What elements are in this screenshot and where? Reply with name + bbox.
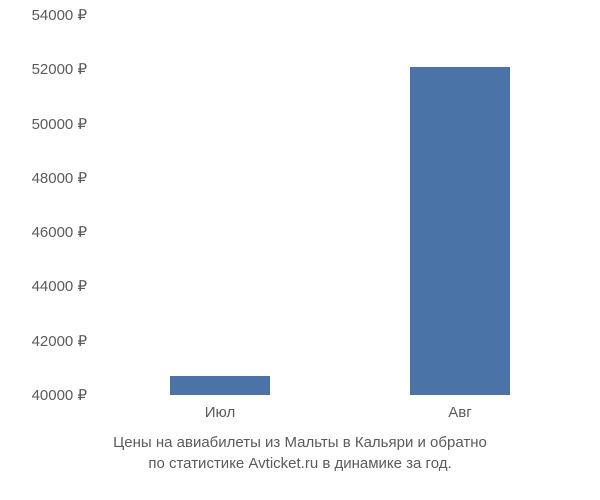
y-tick-label: 54000 ₽ bbox=[32, 6, 87, 24]
y-tick-label: 44000 ₽ bbox=[32, 277, 87, 295]
caption-line-2: по статистике Avticket.ru в динамике за … bbox=[0, 453, 600, 474]
caption-line-1: Цены на авиабилеты из Мальты в Кальяри и… bbox=[0, 432, 600, 453]
y-tick-label: 50000 ₽ bbox=[32, 115, 87, 133]
y-tick-label: 40000 ₽ bbox=[32, 386, 87, 404]
y-tick-label: 42000 ₽ bbox=[32, 332, 87, 350]
plot-area bbox=[100, 15, 580, 395]
y-axis: 40000 ₽42000 ₽44000 ₽46000 ₽48000 ₽50000… bbox=[0, 15, 95, 395]
bar bbox=[170, 376, 271, 395]
bar bbox=[410, 67, 511, 395]
y-tick-label: 46000 ₽ bbox=[32, 223, 87, 241]
y-tick-label: 48000 ₽ bbox=[32, 169, 87, 187]
x-tick-label: Авг bbox=[448, 404, 471, 421]
price-chart: 40000 ₽ 42000 ₽ 44000 ₽ 46000 ₽ 48000 ₽ 50000… bbox=[0, 0, 600, 500]
chart-caption: Цены на авиабилеты из Мальты в Кальяри и… bbox=[0, 432, 600, 474]
x-axis: Июл Авг bbox=[100, 400, 580, 425]
x-tick-label: Июл bbox=[205, 404, 235, 421]
y-tick-label: 52000 ₽ bbox=[32, 60, 87, 78]
